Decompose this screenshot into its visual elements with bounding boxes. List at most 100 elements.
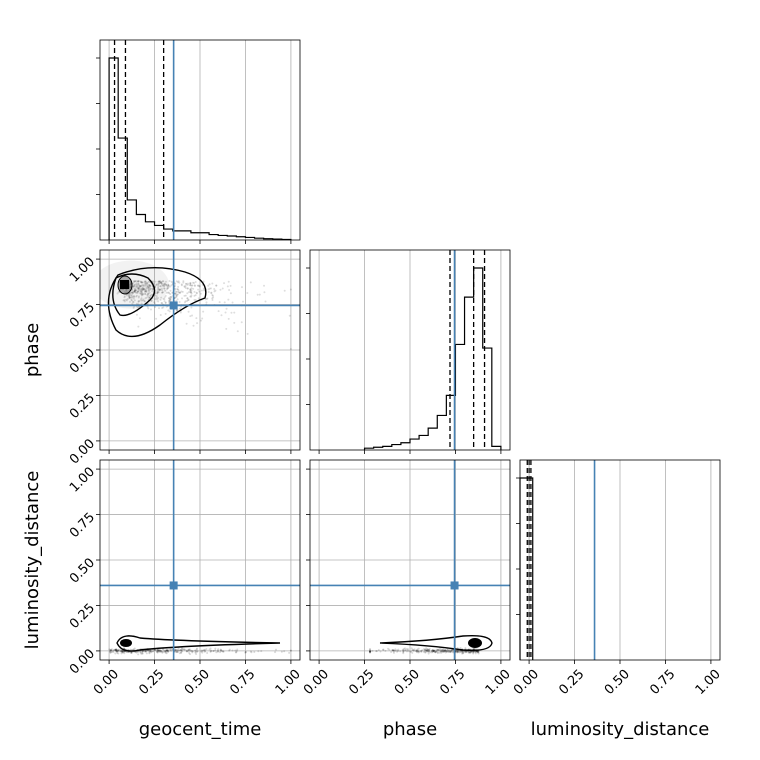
sample-point bbox=[227, 317, 230, 320]
sample-point bbox=[131, 291, 134, 294]
sample-point bbox=[457, 650, 460, 653]
sample-point bbox=[143, 288, 146, 291]
sample-point bbox=[189, 289, 192, 292]
sample-point bbox=[137, 280, 140, 283]
sample-point bbox=[289, 348, 292, 351]
sample-point bbox=[382, 648, 385, 651]
sample-point bbox=[127, 293, 130, 296]
sample-point bbox=[192, 281, 195, 284]
sample-point bbox=[144, 292, 147, 295]
sample-point bbox=[135, 285, 138, 288]
sample-point bbox=[175, 649, 178, 652]
sample-point bbox=[228, 288, 231, 291]
sample-point bbox=[170, 295, 173, 298]
sample-point bbox=[462, 652, 465, 655]
sample-point bbox=[110, 649, 113, 652]
sample-point bbox=[165, 291, 168, 294]
sample-point bbox=[114, 648, 117, 651]
sample-point bbox=[147, 286, 150, 289]
sample-point bbox=[141, 291, 144, 294]
sample-point bbox=[425, 647, 428, 650]
sample-point bbox=[149, 649, 152, 652]
sample-point bbox=[115, 650, 118, 653]
sample-point bbox=[472, 650, 475, 653]
sample-point bbox=[137, 325, 140, 328]
sample-point bbox=[407, 648, 410, 651]
sample-point bbox=[406, 649, 409, 652]
sample-point bbox=[142, 288, 145, 291]
sample-point bbox=[174, 282, 177, 285]
sample-point bbox=[436, 648, 439, 651]
sample-point bbox=[116, 649, 119, 652]
sample-point bbox=[137, 290, 140, 293]
sample-point bbox=[167, 283, 170, 286]
sample-point bbox=[428, 647, 431, 650]
sample-point bbox=[163, 287, 166, 290]
sample-point bbox=[148, 286, 151, 289]
sample-point bbox=[158, 288, 161, 291]
sample-point bbox=[167, 291, 170, 294]
sample-point bbox=[157, 297, 160, 300]
sample-point bbox=[411, 649, 414, 652]
sample-point bbox=[163, 298, 166, 301]
sample-point bbox=[187, 648, 190, 651]
sample-point bbox=[369, 651, 371, 654]
sample-point bbox=[144, 297, 147, 300]
histogram-phase bbox=[363, 267, 502, 450]
sample-point bbox=[140, 280, 143, 283]
sample-point bbox=[147, 289, 150, 292]
sample-point bbox=[462, 650, 465, 653]
sample-point bbox=[159, 282, 162, 285]
sample-point bbox=[164, 650, 167, 653]
sample-point bbox=[217, 648, 220, 651]
sample-point bbox=[369, 651, 371, 654]
sample-point bbox=[176, 651, 179, 654]
sample-point bbox=[442, 649, 445, 652]
sample-point bbox=[187, 310, 190, 313]
sample-point bbox=[433, 650, 436, 653]
y-tick-label: 0.50 bbox=[67, 555, 98, 586]
sample-point bbox=[148, 284, 151, 287]
sample-point bbox=[228, 649, 231, 652]
sample-point bbox=[161, 651, 164, 654]
sample-point bbox=[431, 650, 434, 653]
sample-point bbox=[144, 293, 147, 296]
sample-point bbox=[114, 648, 117, 651]
sample-point bbox=[423, 648, 426, 651]
sample-point bbox=[397, 648, 400, 651]
sample-point bbox=[434, 649, 437, 652]
sample-point bbox=[140, 287, 143, 290]
sample-point bbox=[132, 297, 135, 300]
sample-point bbox=[148, 289, 151, 292]
sample-point bbox=[186, 299, 189, 302]
sample-point bbox=[159, 281, 162, 284]
sample-point bbox=[115, 650, 118, 653]
x-tick-label: 0.50 bbox=[392, 667, 423, 698]
sample-point bbox=[187, 291, 190, 294]
sample-point bbox=[174, 296, 177, 299]
sample-point bbox=[133, 289, 136, 292]
sample-point bbox=[156, 298, 159, 301]
sample-point bbox=[428, 649, 431, 652]
x-tick-label: 1.00 bbox=[483, 667, 514, 698]
sample-point bbox=[441, 649, 444, 652]
sample-point bbox=[200, 649, 203, 652]
sample-point bbox=[207, 290, 210, 293]
sample-point bbox=[164, 301, 167, 304]
sample-point bbox=[166, 649, 169, 652]
sample-point bbox=[136, 291, 139, 294]
sample-point bbox=[148, 650, 151, 653]
sample-point bbox=[135, 651, 138, 654]
sample-point bbox=[170, 648, 173, 651]
sample-point bbox=[177, 285, 180, 288]
sample-point bbox=[226, 285, 229, 288]
x-tick-label: 0.75 bbox=[647, 667, 678, 698]
sample-point bbox=[189, 281, 192, 284]
sample-point bbox=[420, 650, 423, 653]
sample-point bbox=[150, 651, 153, 654]
sample-point bbox=[438, 648, 441, 651]
sample-point bbox=[201, 317, 204, 320]
sample-point bbox=[161, 280, 164, 283]
sample-point bbox=[131, 292, 134, 295]
truth-marker bbox=[169, 581, 178, 590]
